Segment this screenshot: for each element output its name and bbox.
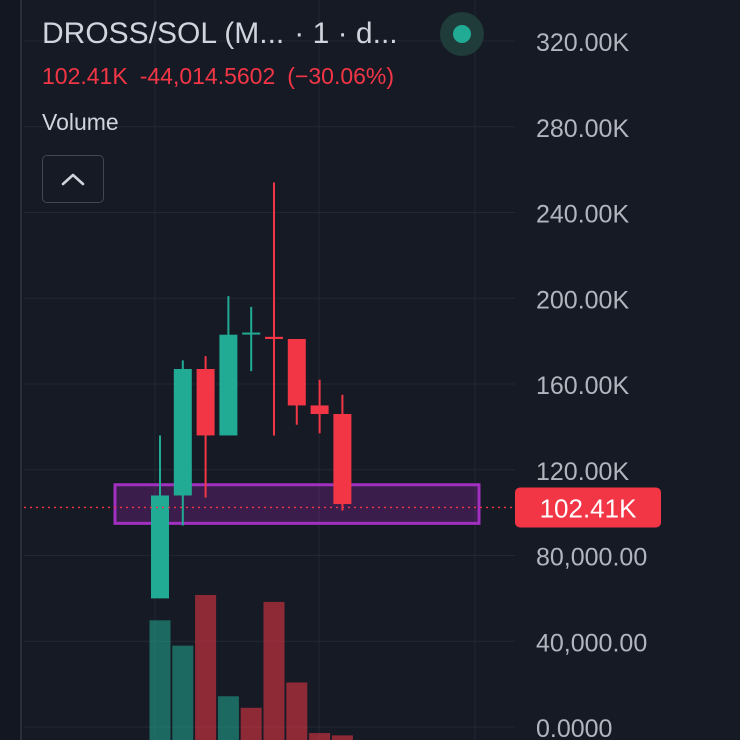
collapse-button[interactable]	[42, 155, 104, 203]
highlight-zone-rectangle[interactable]	[113, 483, 481, 525]
price-change-row: 102.41K -44,014.5602 (−30.06%)	[42, 60, 408, 92]
volume-label: Volume	[42, 109, 119, 135]
last-price-text: 102.41K	[42, 63, 128, 89]
volume-bar	[263, 601, 285, 740]
candle-body[interactable]	[196, 368, 215, 436]
chart-legend: DROSS/SOL (M... · 1 · d... 102.41K -44,014…	[42, 14, 408, 138]
candle-body[interactable]	[173, 368, 192, 496]
chevron-up-icon	[61, 173, 85, 186]
candle-body[interactable]	[265, 336, 283, 339]
volume-bar	[240, 707, 262, 740]
change-value: -44,014.5602	[139, 63, 276, 89]
candle-body[interactable]	[151, 495, 169, 599]
left-toolbar-edge	[0, 0, 22, 740]
price-axis-tick-label: 320.00K	[536, 29, 629, 57]
volume-bar	[286, 682, 308, 740]
symbol-title[interactable]: DROSS/SOL (M... · 1 · d...	[42, 14, 408, 54]
volume-bar	[331, 735, 353, 740]
volume-bar	[309, 733, 331, 740]
symbol-name: DROSS/SOL (M...	[42, 17, 285, 50]
volume-bar	[195, 595, 217, 740]
candle-body[interactable]	[310, 405, 329, 415]
price-axis-tick-label: 240.00K	[536, 201, 629, 229]
market-status-dot-icon	[453, 25, 471, 43]
candle-body[interactable]	[333, 414, 352, 505]
price-axis-tick-label: 280.00K	[536, 115, 629, 143]
market-status-indicator[interactable]	[440, 12, 484, 56]
price-axis-tick-label: 80,000.00	[536, 544, 647, 572]
volume-bar	[149, 620, 171, 740]
candle-body[interactable]	[242, 332, 261, 335]
candle-body[interactable]	[219, 334, 238, 436]
price-axis-tick-label: 120.00K	[536, 458, 629, 486]
volume-bar	[172, 645, 194, 740]
last-price-badge-label: 102.41K	[540, 493, 638, 523]
volume-bar	[217, 696, 239, 740]
candle-body[interactable]	[287, 338, 306, 406]
last-price-badge	[515, 487, 661, 528]
price-axis-tick-label: 200.00K	[536, 286, 629, 314]
price-axis-tick-label: 160.00K	[536, 372, 629, 400]
price-axis-tick-label: 40,000.00	[536, 629, 647, 657]
price-axis-tick-label: 0.0000	[536, 715, 612, 740]
change-percent: (−30.06%)	[287, 63, 395, 89]
interval-text: · 1 · d...	[294, 17, 398, 50]
